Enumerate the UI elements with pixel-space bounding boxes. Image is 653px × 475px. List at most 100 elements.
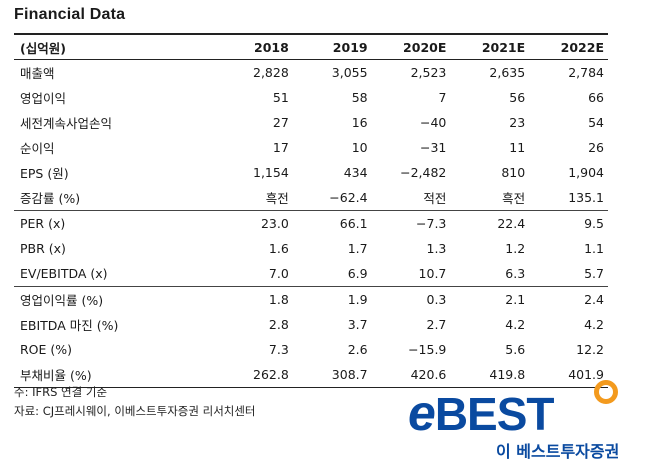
table-cell: 810: [501, 165, 526, 180]
table-cell: 2.4: [584, 292, 604, 307]
row-label: 영업이익률 (%): [20, 293, 104, 308]
footnote-basis: 주: IFRS 연결 기준: [14, 385, 108, 399]
table-cell: 1.6: [268, 241, 289, 256]
table-cell: 1.7: [347, 241, 368, 256]
table-cell: 66.1: [339, 216, 368, 231]
table-cell: 56: [509, 90, 526, 105]
table-cell: 1.8: [268, 292, 289, 307]
row-label: EV/EBITDA (x): [14, 261, 214, 287]
logo-subtitle: 이 베스트투자증권: [496, 442, 620, 461]
table-cell: 9.5: [584, 216, 604, 231]
table-cell: 10: [351, 140, 368, 155]
table-cell: 2.1: [505, 292, 526, 307]
table-cell: 1.1: [584, 241, 604, 256]
table-cell: 2,828: [253, 65, 289, 80]
table-cell: 401.9: [529, 362, 608, 388]
table-cell: 적전: [371, 185, 451, 211]
table-cell: 2,784: [568, 65, 604, 80]
row-label: 순이익: [20, 141, 55, 156]
table-cell: 4.2: [584, 317, 604, 332]
table-cell: 16: [351, 115, 368, 130]
table-row: 영업이익률 (%) 1.8 1.9 0.3 2.1 2.4: [14, 287, 608, 313]
header-year: 2018: [214, 34, 293, 60]
table-cell: 7: [438, 90, 447, 105]
table-row: 순이익 17 10 −31 11 26: [14, 135, 608, 160]
row-label: 매출액: [20, 66, 55, 81]
row-label: PER (x): [20, 216, 66, 231]
table-cell: 23: [509, 115, 526, 130]
row-label: 부채비율 (%): [14, 362, 214, 388]
table-header-row: (십억원) 2018 2019 2020E 2021E 2022E: [14, 34, 608, 60]
table-cell: 6.9: [292, 261, 372, 287]
table-row: PBR (x) 1.6 1.7 1.3 1.2 1.1: [14, 236, 608, 261]
table-cell: 4.2: [505, 317, 526, 332]
table-cell: 10.7: [371, 261, 451, 287]
table-cell: 6.3: [450, 261, 530, 287]
table-cell: 54: [588, 115, 604, 130]
table-cell: −31: [420, 140, 447, 155]
table-cell: −15.9: [408, 342, 447, 357]
footnote-source: 자료: CJ프레시웨이, 이베스트투자증권 리서치센터: [14, 404, 256, 418]
table-cell: 5.7: [529, 261, 608, 287]
logo-letter-e: e: [408, 385, 436, 441]
table-cell: 3.7: [347, 317, 368, 332]
header-unit: (십억원): [14, 34, 214, 60]
header-year: 2021E: [450, 34, 530, 60]
table-cell: 58: [351, 90, 368, 105]
header-year: 2020E: [371, 34, 451, 60]
table-cell: 262.8: [214, 362, 293, 388]
row-label: PBR (x): [20, 241, 66, 256]
table-cell: 1.2: [505, 241, 526, 256]
table-cell: −2,482: [400, 165, 447, 180]
table-cell: 11: [509, 140, 526, 155]
table-row: 영업이익 51 58 7 56 66: [14, 85, 608, 110]
table-cell: 23.0: [260, 216, 289, 231]
table-cell: 12.2: [576, 342, 604, 357]
table-cell: −7.3: [416, 216, 447, 231]
table-cell: 1,154: [253, 165, 289, 180]
table-cell: 26: [588, 140, 604, 155]
header-year: 2022E: [529, 34, 608, 60]
table-row: EV/EBITDA (x) 7.0 6.9 10.7 6.3 5.7: [14, 261, 608, 287]
table-cell: 7.0: [214, 261, 293, 287]
table-row: EBITDA 마진 (%) 2.8 3.7 2.7 4.2 4.2: [14, 312, 608, 337]
table-cell: 2,635: [489, 65, 526, 80]
table-row: ROE (%) 7.3 2.6 −15.9 5.6 12.2: [14, 337, 608, 362]
row-label: 세전계속사업손익: [20, 116, 113, 131]
table-cell: 0.3: [426, 292, 447, 307]
table-cell: 1.9: [347, 292, 368, 307]
table-row: 부채비율 (%) 262.8 308.7 420.6 419.8 401.9: [14, 362, 608, 388]
row-label: EPS (원): [20, 166, 69, 181]
table-cell: 2.6: [347, 342, 368, 357]
row-label: 증감률 (%): [14, 185, 214, 211]
ebest-logo: eBEST 이 베스트투자증권: [404, 380, 640, 470]
header-year: 2019: [292, 34, 372, 60]
table-row: 증감률 (%) 흑전 −62.4 적전 흑전 135.1: [14, 185, 608, 211]
table-cell: 420.6: [371, 362, 451, 388]
page-title: Financial Data: [14, 6, 126, 23]
table-cell: 1,904: [568, 165, 604, 180]
table-cell: 135.1: [529, 185, 608, 211]
table-cell: 5.6: [505, 342, 526, 357]
table-cell: 2,523: [410, 65, 447, 80]
table-cell: 17: [272, 140, 289, 155]
row-label: EBITDA 마진 (%): [20, 318, 119, 333]
table-cell: 2.7: [426, 317, 447, 332]
table-cell: 419.8: [450, 362, 530, 388]
row-label: ROE (%): [20, 342, 73, 357]
table-cell: 3,055: [331, 65, 368, 80]
table-cell: 1.3: [426, 241, 447, 256]
table-cell: 51: [272, 90, 289, 105]
logo-ring-icon: [594, 380, 618, 404]
table-cell: 308.7: [292, 362, 372, 388]
table-cell: 22.4: [497, 216, 526, 231]
table-cell: 66: [588, 90, 604, 105]
table-row: 매출액 2,828 3,055 2,523 2,635 2,784: [14, 60, 608, 86]
financial-data-table: (십억원) 2018 2019 2020E 2021E 2022E 매출액 2,…: [14, 33, 608, 388]
table-cell: −62.4: [292, 185, 372, 211]
table-cell: 2.8: [268, 317, 289, 332]
logo-wordmark: eBEST: [408, 388, 554, 439]
table-row: EPS (원) 1,154 434 −2,482 810 1,904: [14, 160, 608, 185]
table-cell: 흑전: [214, 185, 293, 211]
table-cell: 27: [272, 115, 289, 130]
